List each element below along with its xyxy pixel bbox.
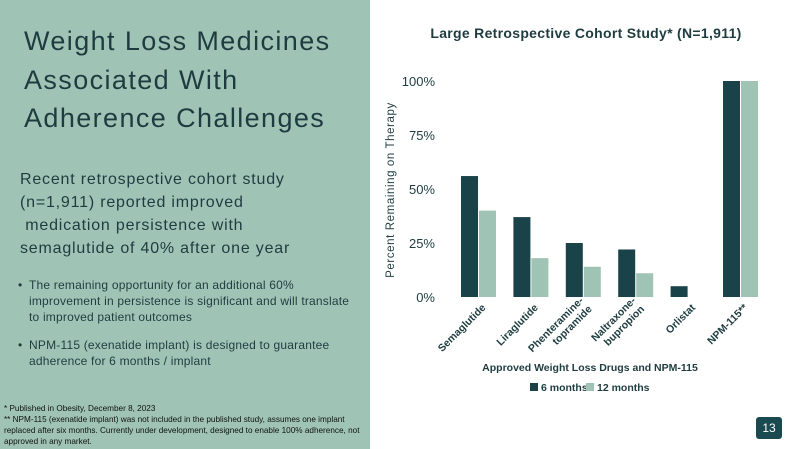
bullet-text: The remaining opportunity for an additio… — [29, 278, 350, 324]
bar-6-months — [513, 217, 531, 297]
bar-6-months — [670, 286, 688, 297]
chart-title: Large Retrospective Cohort Study* (N=1,9… — [430, 25, 742, 41]
x-tick-label-line: Semaglutide — [436, 302, 489, 355]
legend-label: 12 months — [597, 382, 650, 394]
slide-title-line: Weight Loss Medicines — [24, 26, 331, 56]
subtitle-line: (n=1,911) reported improved — [20, 194, 244, 211]
x-tick-label: NPM-115** — [705, 301, 751, 347]
bar-6-months — [565, 243, 583, 297]
x-tick-label: Naltraxone-bupropion — [589, 294, 647, 352]
bullet-list: • The remaining opportunity for an addit… — [18, 277, 363, 381]
y-tick-label: 0% — [416, 290, 435, 305]
y-tick-label: 75% — [409, 128, 435, 143]
footnote: * Published in Obesity, December 8, 2023 — [4, 404, 156, 413]
bullet-dot: • — [18, 338, 23, 352]
subtitle-line: medication persistence with — [20, 217, 244, 234]
bullet-item: • The remaining opportunity for an addit… — [18, 277, 363, 325]
y-axis-label: Percent Remaining on Therapy — [385, 102, 397, 278]
slide-title-line: Adherence Challenges — [24, 103, 326, 133]
left-panel — [0, 0, 370, 449]
footnotes: * Published in Obesity, December 8, 2023… — [4, 403, 366, 447]
x-tick-label: Phenteramine-topramide — [526, 294, 595, 363]
bar-6-months — [618, 249, 636, 297]
bar-6-months — [723, 81, 740, 297]
legend-swatch — [530, 383, 538, 391]
x-tick-label-line: Orlistat — [663, 302, 698, 337]
x-axis-label: Approved Weight Loss Drugs and NPM-115 — [482, 362, 698, 374]
subtitle-line: Recent retrospective cohort study — [20, 171, 285, 188]
y-tick-label: 100% — [402, 74, 436, 89]
legend-swatch — [586, 383, 594, 391]
footnote: ** NPM-115 (exenatide implant) was not i… — [4, 415, 360, 446]
slide-title-line: Associated With — [24, 64, 239, 95]
page-number-badge: 13 — [756, 417, 782, 439]
slide-title: Weight Loss Medicines Associated With Ad… — [24, 22, 364, 138]
x-tick-label-line: NPM-115** — [705, 301, 751, 347]
bar-12-months — [741, 81, 758, 297]
bullet-dot: • — [18, 278, 23, 292]
slide-subtitle: Recent retrospective cohort study (n=1,9… — [20, 168, 365, 260]
bar-6-months — [461, 176, 478, 297]
bar-12-months — [479, 210, 496, 297]
legend-label: 6 months — [541, 382, 588, 394]
bar-12-months — [531, 258, 549, 297]
bar-12-months — [636, 273, 654, 297]
y-tick-label: 50% — [409, 182, 435, 197]
x-tick-label: Orlistat — [663, 302, 698, 337]
bar-12-months — [583, 266, 601, 297]
bullet-text: NPM-115 (exenatide implant) is designed … — [29, 338, 330, 368]
subtitle-line: semaglutide of 40% after one year — [20, 240, 291, 257]
y-tick-label: 25% — [409, 236, 435, 251]
bullet-item: • NPM-115 (exenatide implant) is designe… — [18, 337, 363, 369]
bar-chart: 0% 25% 50% 75% 100% Percent Remaining on Ther… — [385, 74, 758, 394]
x-tick-label: Semaglutide — [436, 302, 489, 355]
